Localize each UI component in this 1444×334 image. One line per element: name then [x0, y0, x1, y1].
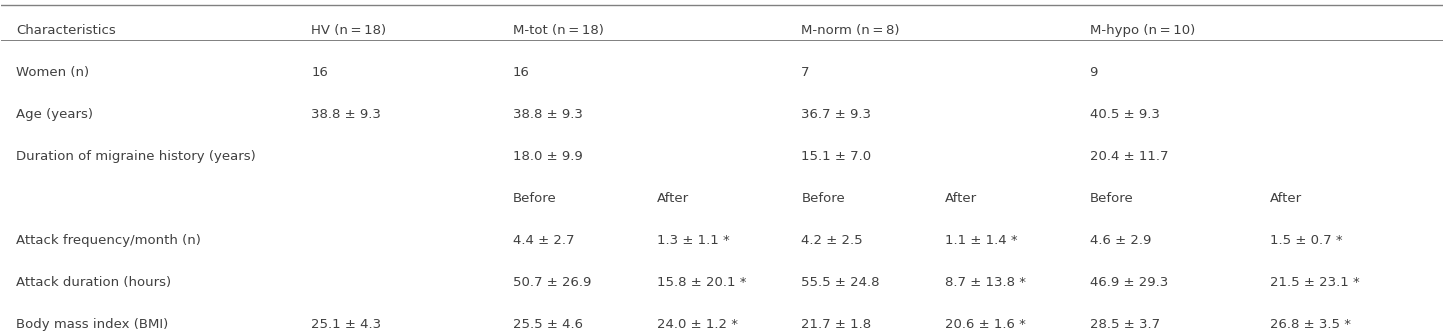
- Text: Women (n): Women (n): [16, 66, 90, 79]
- Text: HV (n = 18): HV (n = 18): [312, 24, 387, 37]
- Text: 9: 9: [1090, 66, 1097, 79]
- Text: Characteristics: Characteristics: [16, 24, 116, 37]
- Text: 1.5 ± 0.7 *: 1.5 ± 0.7 *: [1269, 234, 1343, 247]
- Text: After: After: [657, 192, 689, 205]
- Text: 21.7 ± 1.8: 21.7 ± 1.8: [801, 318, 871, 331]
- Text: After: After: [1269, 192, 1302, 205]
- Text: 4.6 ± 2.9: 4.6 ± 2.9: [1090, 234, 1151, 247]
- Text: Age (years): Age (years): [16, 108, 92, 121]
- Text: Attack duration (hours): Attack duration (hours): [16, 276, 170, 289]
- Text: Before: Before: [801, 192, 845, 205]
- Text: 20.4 ± 11.7: 20.4 ± 11.7: [1090, 150, 1168, 163]
- Text: 38.8 ± 9.3: 38.8 ± 9.3: [513, 108, 583, 121]
- Text: Attack frequency/month (n): Attack frequency/month (n): [16, 234, 201, 247]
- Text: M-hypo (n = 10): M-hypo (n = 10): [1090, 24, 1194, 37]
- Text: Before: Before: [513, 192, 557, 205]
- Text: 4.2 ± 2.5: 4.2 ± 2.5: [801, 234, 864, 247]
- Text: 55.5 ± 24.8: 55.5 ± 24.8: [801, 276, 879, 289]
- Text: 20.6 ± 1.6 *: 20.6 ± 1.6 *: [946, 318, 1027, 331]
- Text: 7: 7: [801, 66, 810, 79]
- Text: Body mass index (BMI): Body mass index (BMI): [16, 318, 168, 331]
- Text: 25.1 ± 4.3: 25.1 ± 4.3: [312, 318, 381, 331]
- Text: 46.9 ± 29.3: 46.9 ± 29.3: [1090, 276, 1168, 289]
- Text: M-norm (n = 8): M-norm (n = 8): [801, 24, 900, 37]
- Text: 18.0 ± 9.9: 18.0 ± 9.9: [513, 150, 583, 163]
- Text: 40.5 ± 9.3: 40.5 ± 9.3: [1090, 108, 1160, 121]
- Text: 38.8 ± 9.3: 38.8 ± 9.3: [312, 108, 381, 121]
- Text: After: After: [946, 192, 978, 205]
- Text: 4.4 ± 2.7: 4.4 ± 2.7: [513, 234, 575, 247]
- Text: Duration of migraine history (years): Duration of migraine history (years): [16, 150, 256, 163]
- Text: 26.8 ± 3.5 *: 26.8 ± 3.5 *: [1269, 318, 1350, 331]
- Text: 24.0 ± 1.2 *: 24.0 ± 1.2 *: [657, 318, 738, 331]
- Text: 8.7 ± 13.8 *: 8.7 ± 13.8 *: [946, 276, 1027, 289]
- Text: 50.7 ± 26.9: 50.7 ± 26.9: [513, 276, 592, 289]
- Text: 1.1 ± 1.4 *: 1.1 ± 1.4 *: [946, 234, 1018, 247]
- Text: 16: 16: [513, 66, 530, 79]
- Text: 36.7 ± 9.3: 36.7 ± 9.3: [801, 108, 871, 121]
- Text: 15.1 ± 7.0: 15.1 ± 7.0: [801, 150, 871, 163]
- Text: 28.5 ± 3.7: 28.5 ± 3.7: [1090, 318, 1160, 331]
- Text: 25.5 ± 4.6: 25.5 ± 4.6: [513, 318, 583, 331]
- Text: M-tot (n = 18): M-tot (n = 18): [513, 24, 604, 37]
- Text: 21.5 ± 23.1 *: 21.5 ± 23.1 *: [1269, 276, 1359, 289]
- Text: 15.8 ± 20.1 *: 15.8 ± 20.1 *: [657, 276, 747, 289]
- Text: 16: 16: [312, 66, 328, 79]
- Text: Before: Before: [1090, 192, 1134, 205]
- Text: 1.3 ± 1.1 *: 1.3 ± 1.1 *: [657, 234, 729, 247]
